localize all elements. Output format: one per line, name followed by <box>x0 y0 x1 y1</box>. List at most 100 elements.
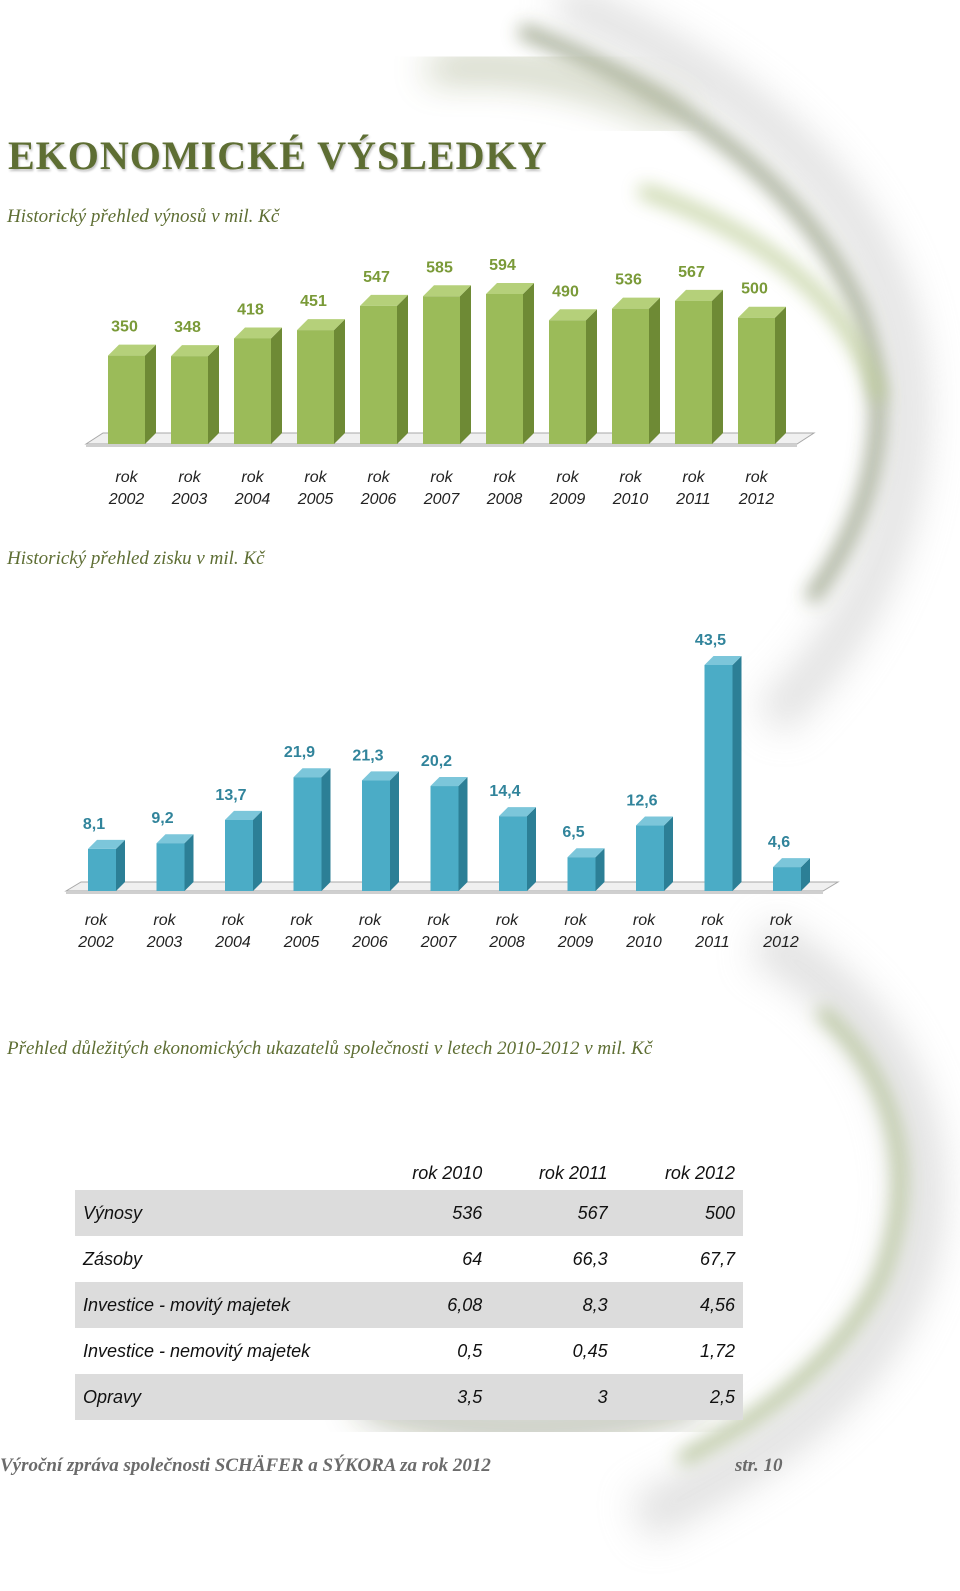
bar <box>738 317 775 444</box>
x-tick-label: 2010 <box>612 491 649 508</box>
x-tick-label: rok <box>633 912 656 929</box>
data-label: 567 <box>678 264 705 281</box>
footer-report-title: Výroční zpráva společnosti SCHÄFER a SÝK… <box>0 1455 491 1476</box>
table-cell: 567 <box>490 1190 616 1236</box>
bar-top <box>293 768 331 778</box>
bar-top <box>234 327 282 339</box>
bar-side <box>460 285 471 444</box>
data-label: 13,7 <box>215 787 246 804</box>
x-tick-label: rok <box>367 469 390 486</box>
chart-floor-edge <box>66 891 823 894</box>
bar-top <box>612 297 660 309</box>
data-label: 12,6 <box>626 793 657 810</box>
bar-top <box>108 344 156 356</box>
bar <box>612 308 649 444</box>
x-tick-label: rok <box>745 469 768 486</box>
bar-side <box>595 848 605 891</box>
table-cell: 8,3 <box>490 1282 616 1328</box>
x-tick-label: rok <box>496 912 519 929</box>
x-tick-label: rok <box>304 469 327 486</box>
table-cell: 6,08 <box>363 1282 491 1328</box>
table-row: Zásoby 64 66,3 67,7 <box>75 1236 743 1282</box>
bar-side <box>184 834 194 891</box>
bar <box>360 305 397 444</box>
x-tick-label: 2007 <box>423 491 461 508</box>
data-label: 14,4 <box>489 783 520 800</box>
x-tick-label: 2007 <box>420 934 458 951</box>
bar-side <box>397 294 408 444</box>
x-tick-label: 2002 <box>77 934 114 951</box>
x-tick-label: rok <box>682 469 705 486</box>
bar <box>234 338 271 444</box>
x-tick-label: 2003 <box>146 934 183 951</box>
indicators-table-title: Přehled důležitých ekonomických ukazatel… <box>7 1038 653 1059</box>
x-tick-label: rok <box>178 469 201 486</box>
bar-top <box>486 283 534 294</box>
bar <box>636 825 664 891</box>
x-tick-label: rok <box>556 469 579 486</box>
x-tick-label: 2011 <box>675 491 710 508</box>
bar-side <box>390 771 399 891</box>
row-label: Výnosy <box>75 1190 363 1236</box>
table-cell: 0,45 <box>572 1340 608 1361</box>
bar <box>567 857 596 891</box>
table-cell: 66,3 <box>572 1248 608 1269</box>
indicators-table: rok 2010 rok 2011 rok 2012 Výnosy 536 56… <box>75 1138 743 1420</box>
x-tick-label: rok <box>359 912 382 929</box>
table-header-cell: rok 2011 <box>538 1163 608 1183</box>
data-label: 8,1 <box>83 816 105 833</box>
x-tick-label: rok <box>115 469 138 486</box>
bar-top <box>297 319 345 331</box>
bar-top <box>636 816 673 826</box>
table-cell: 2,5 <box>615 1374 743 1420</box>
bar <box>773 867 801 891</box>
row-label: Zásoby <box>83 1248 143 1269</box>
chart-floor-edge <box>86 444 797 447</box>
bar-side <box>586 309 597 444</box>
bar-top <box>88 839 125 849</box>
table-header-cell: rok 2012 <box>664 1163 735 1183</box>
revenue-bar-chart: 350 rok 2002 348 rok 2003 418 rok 2004 451 rok 2005… <box>84 257 816 508</box>
bar <box>156 843 185 891</box>
bar <box>171 356 208 444</box>
bar <box>549 320 586 444</box>
bar-side <box>116 839 125 891</box>
x-tick-label: 2012 <box>762 934 799 951</box>
x-tick-label: rok <box>222 912 245 929</box>
bar <box>108 355 145 444</box>
table-cell: 500 <box>615 1190 743 1236</box>
table-cell: 64 <box>462 1248 483 1269</box>
x-tick-label: 2005 <box>297 491 334 508</box>
table-row: Investice - nemovitý majetek 0,5 0,45 1,… <box>75 1328 743 1374</box>
data-label: 4,6 <box>768 834 790 851</box>
page-title: EKONOMICKÉ VÝSLEDKY <box>8 133 548 178</box>
table-header-row: rok 2010 rok 2011 rok 2012 <box>75 1138 743 1190</box>
table-cell: 4,56 <box>615 1282 743 1328</box>
data-label: 348 <box>174 319 201 336</box>
bar-top <box>171 345 219 357</box>
bar-side <box>523 283 534 444</box>
bar-side <box>334 319 345 444</box>
table-cell: 67,7 <box>699 1248 735 1269</box>
bar-side <box>208 345 219 444</box>
data-label: 21,3 <box>352 747 383 764</box>
data-label: 350 <box>111 319 138 336</box>
data-label: 21,9 <box>284 744 315 761</box>
bar <box>499 816 527 891</box>
bar <box>293 777 322 891</box>
x-tick-label: rok <box>701 912 724 929</box>
bar-top <box>430 777 468 787</box>
bar-top <box>675 289 723 301</box>
x-tick-label: rok <box>619 469 642 486</box>
bar <box>423 296 460 444</box>
x-tick-label: rok <box>153 912 176 929</box>
x-tick-label: 2012 <box>738 491 775 508</box>
row-label: Investice - movitý majetek <box>75 1282 363 1328</box>
table-header-blank <box>75 1138 363 1190</box>
bar-top <box>360 294 408 306</box>
x-tick-label: rok <box>770 912 793 929</box>
x-tick-label: 2008 <box>488 934 525 951</box>
bar-top <box>773 858 810 868</box>
bar-side <box>458 777 468 891</box>
data-label: 9,2 <box>151 810 173 827</box>
